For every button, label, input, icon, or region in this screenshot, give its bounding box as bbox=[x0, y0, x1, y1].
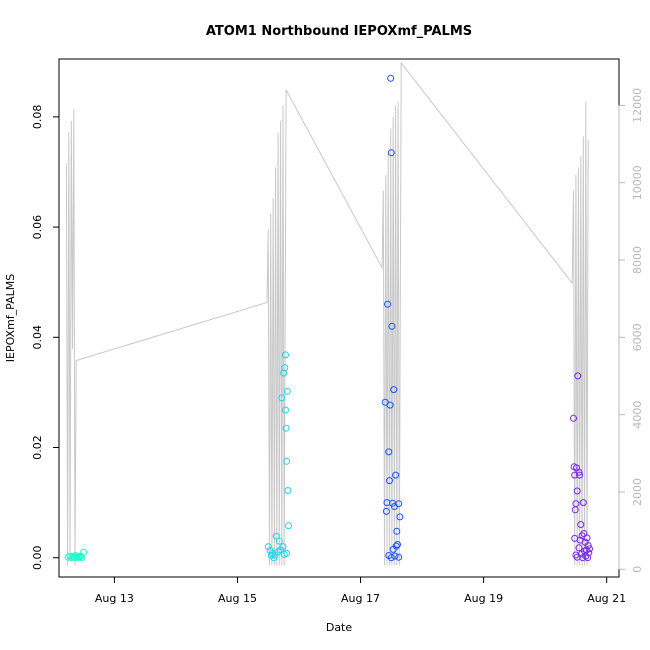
points-layer bbox=[64, 74, 593, 562]
data-point bbox=[388, 322, 396, 330]
secondary-y-tick-label: 8000 bbox=[631, 246, 644, 274]
data-point bbox=[391, 552, 399, 560]
data-point bbox=[283, 457, 291, 465]
data-point bbox=[278, 394, 286, 402]
x-tick-label: Aug 15 bbox=[218, 592, 257, 605]
data-point bbox=[573, 487, 581, 495]
data-point bbox=[272, 532, 280, 540]
data-point bbox=[393, 527, 401, 535]
data-point bbox=[387, 554, 395, 562]
x-tick-label: Aug 21 bbox=[587, 592, 626, 605]
data-point bbox=[392, 471, 400, 479]
data-point bbox=[73, 554, 81, 562]
secondary-y-tick-label: 4000 bbox=[631, 401, 644, 429]
secondary-y-tick-label: 12000 bbox=[631, 88, 644, 123]
y-tick-label: 0.06 bbox=[31, 215, 44, 240]
data-point bbox=[281, 364, 289, 372]
x-tick-label: Aug 13 bbox=[95, 592, 134, 605]
data-point bbox=[284, 487, 292, 494]
data-point bbox=[394, 541, 401, 548]
y-tick-label: 0.02 bbox=[31, 435, 44, 460]
data-point bbox=[575, 544, 583, 552]
y-tick-label: 0.08 bbox=[31, 105, 44, 129]
data-point bbox=[579, 499, 587, 507]
data-point bbox=[577, 521, 585, 529]
data-point bbox=[385, 448, 393, 456]
data-point bbox=[384, 300, 392, 308]
data-point bbox=[387, 149, 395, 157]
secondary-y-tick-label: 6000 bbox=[631, 323, 644, 351]
data-point bbox=[282, 406, 289, 414]
data-point bbox=[80, 548, 88, 556]
data-point bbox=[386, 401, 394, 409]
altitude-line bbox=[65, 61, 589, 566]
data-point bbox=[275, 537, 283, 545]
data-point bbox=[395, 500, 403, 508]
y-axis: 0.00 0.02 0.04 0.06 0.08 bbox=[31, 105, 60, 570]
data-point bbox=[586, 545, 593, 553]
secondary-y-tick-label: 10000 bbox=[631, 165, 644, 200]
data-point bbox=[396, 513, 404, 521]
data-point bbox=[584, 554, 592, 562]
data-point bbox=[570, 414, 577, 422]
data-point bbox=[392, 542, 400, 550]
data-point bbox=[280, 550, 288, 558]
x-axis: Aug 13 Aug 15 Aug 17 Aug 19 Aug 21 bbox=[95, 576, 626, 605]
data-point bbox=[282, 351, 289, 359]
data-point bbox=[395, 553, 403, 561]
data-point bbox=[390, 386, 398, 394]
data-point bbox=[584, 542, 592, 550]
data-point bbox=[572, 500, 580, 508]
x-tick-label: Aug 19 bbox=[464, 592, 503, 605]
y-tick-label: 0.00 bbox=[31, 545, 44, 570]
data-point bbox=[75, 553, 83, 561]
data-point bbox=[386, 477, 393, 485]
y-tick-label: 0.04 bbox=[31, 325, 44, 350]
data-point bbox=[574, 372, 582, 380]
data-point bbox=[575, 468, 583, 476]
data-point bbox=[285, 522, 292, 530]
data-point bbox=[264, 543, 272, 551]
secondary-y-axis: 0 2000 4000 6000 8000 10000 12000 bbox=[618, 88, 644, 573]
data-point bbox=[282, 424, 290, 432]
x-axis-label: Date bbox=[326, 621, 353, 634]
data-point bbox=[382, 507, 390, 515]
x-tick-label: Aug 17 bbox=[341, 592, 380, 605]
data-point bbox=[283, 387, 291, 395]
data-point bbox=[279, 543, 287, 551]
data-point bbox=[585, 549, 593, 557]
secondary-y-tick-label: 2000 bbox=[631, 478, 644, 506]
data-point bbox=[580, 530, 588, 537]
secondary-y-tick-label: 0 bbox=[631, 566, 644, 573]
plot-frame bbox=[58, 58, 620, 578]
data-point bbox=[576, 536, 584, 544]
y-axis-label: IEPOXmf_PALMS bbox=[4, 274, 17, 362]
data-point bbox=[387, 74, 395, 82]
chart-title: ATOM1 Northbound IEPOXmf_PALMS bbox=[206, 24, 472, 39]
altitude-line-layer bbox=[65, 61, 589, 566]
data-point bbox=[576, 471, 584, 479]
